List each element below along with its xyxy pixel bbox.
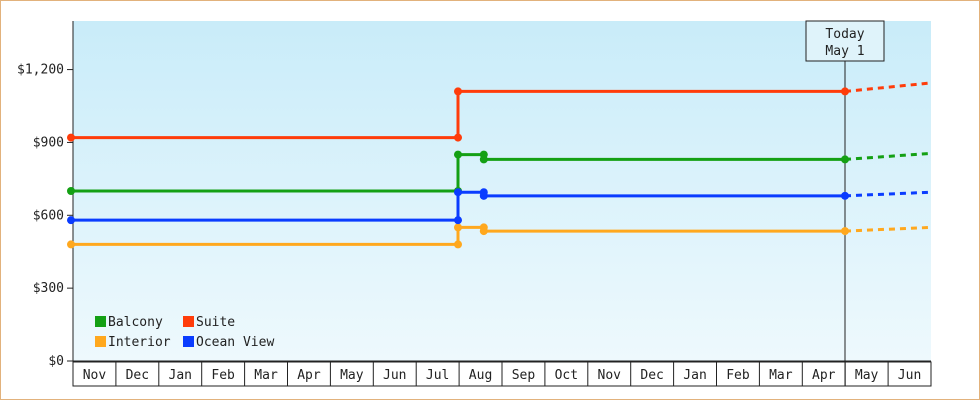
data-point-balcony	[67, 187, 75, 195]
legend-swatch-balcony	[95, 316, 106, 327]
data-point-balcony	[479, 155, 488, 164]
legend-label-ocean-view: Ocean View	[196, 335, 274, 350]
data-point-interior	[454, 223, 462, 232]
today-label: Today	[825, 27, 864, 42]
month-label: May	[340, 368, 364, 383]
month-label: Apr	[812, 368, 836, 383]
y-axis: $0 $300 $600 $900 $1,200	[17, 21, 74, 385]
data-point-ocean-view	[479, 191, 488, 200]
data-point-ocean-view	[841, 191, 849, 200]
month-label: Feb	[726, 368, 750, 383]
data-point-interior	[67, 240, 75, 249]
data-point-suite	[841, 87, 849, 96]
legend-swatch-interior	[95, 336, 106, 347]
y-tick-label: $300	[33, 281, 64, 296]
data-point-interior	[454, 240, 462, 249]
month-label: Jan	[169, 368, 192, 383]
legend-label-balcony: Balcony	[108, 315, 163, 330]
legend-swatch-ocean-view	[183, 336, 194, 347]
data-point-suite	[454, 87, 462, 96]
legend-label-interior: Interior	[108, 335, 171, 350]
month-label: Jun	[898, 368, 921, 383]
today-box	[805, 20, 885, 62]
month-label: Dec	[640, 368, 663, 383]
legend-swatch-suite	[183, 316, 194, 327]
data-point-balcony	[841, 155, 849, 164]
legend: Balcony Suite Interior Ocean View	[95, 315, 274, 350]
y-tick-label: $600	[33, 208, 64, 223]
month-label: Apr	[297, 368, 321, 383]
y-tick-label: $1,200	[17, 63, 64, 78]
series-projection-interior	[844, 225, 932, 233]
month-label: Nov	[598, 368, 622, 383]
series-line-balcony	[71, 153, 845, 193]
month-label: Nov	[83, 368, 107, 383]
series-projection-ocean-view	[844, 190, 932, 198]
month-label: Feb	[211, 368, 235, 383]
month-label: Mar	[254, 368, 278, 383]
month-label: Dec	[126, 368, 149, 383]
legend-label-suite: Suite	[196, 315, 235, 330]
today-date-label: May 1	[825, 44, 864, 59]
month-label: Mar	[769, 368, 793, 383]
series-projection-suite	[844, 81, 932, 93]
series-line-ocean-view	[71, 190, 845, 222]
y-tick-label: $900	[33, 135, 64, 150]
month-label: Jul	[426, 368, 449, 383]
series-line-suite	[71, 89, 845, 140]
data-point-interior	[841, 227, 849, 236]
x-axis: Nov Dec Jan Feb Mar Apr May Jun Jul Aug Sep Oct Nov D…	[72, 360, 932, 387]
month-label: Jan	[683, 368, 706, 383]
month-label: May	[855, 368, 879, 383]
y-tick-label: $0	[48, 354, 64, 369]
month-label: Oct	[555, 368, 578, 383]
data-point-ocean-view	[454, 188, 462, 197]
data-point-suite	[454, 133, 462, 142]
series-projection-balcony	[844, 151, 932, 161]
month-label: Aug	[469, 368, 492, 383]
series-line-interior	[71, 225, 845, 246]
month-label: Sep	[512, 368, 536, 383]
data-point-suite	[67, 133, 75, 142]
data-point-balcony	[454, 150, 462, 159]
today-marker: Today May 1	[805, 20, 885, 386]
month-label: Jun	[383, 368, 406, 383]
series-lines	[67, 81, 932, 249]
data-point-ocean-view	[67, 216, 75, 225]
data-point-interior	[479, 227, 488, 236]
data-point-ocean-view	[454, 216, 462, 225]
